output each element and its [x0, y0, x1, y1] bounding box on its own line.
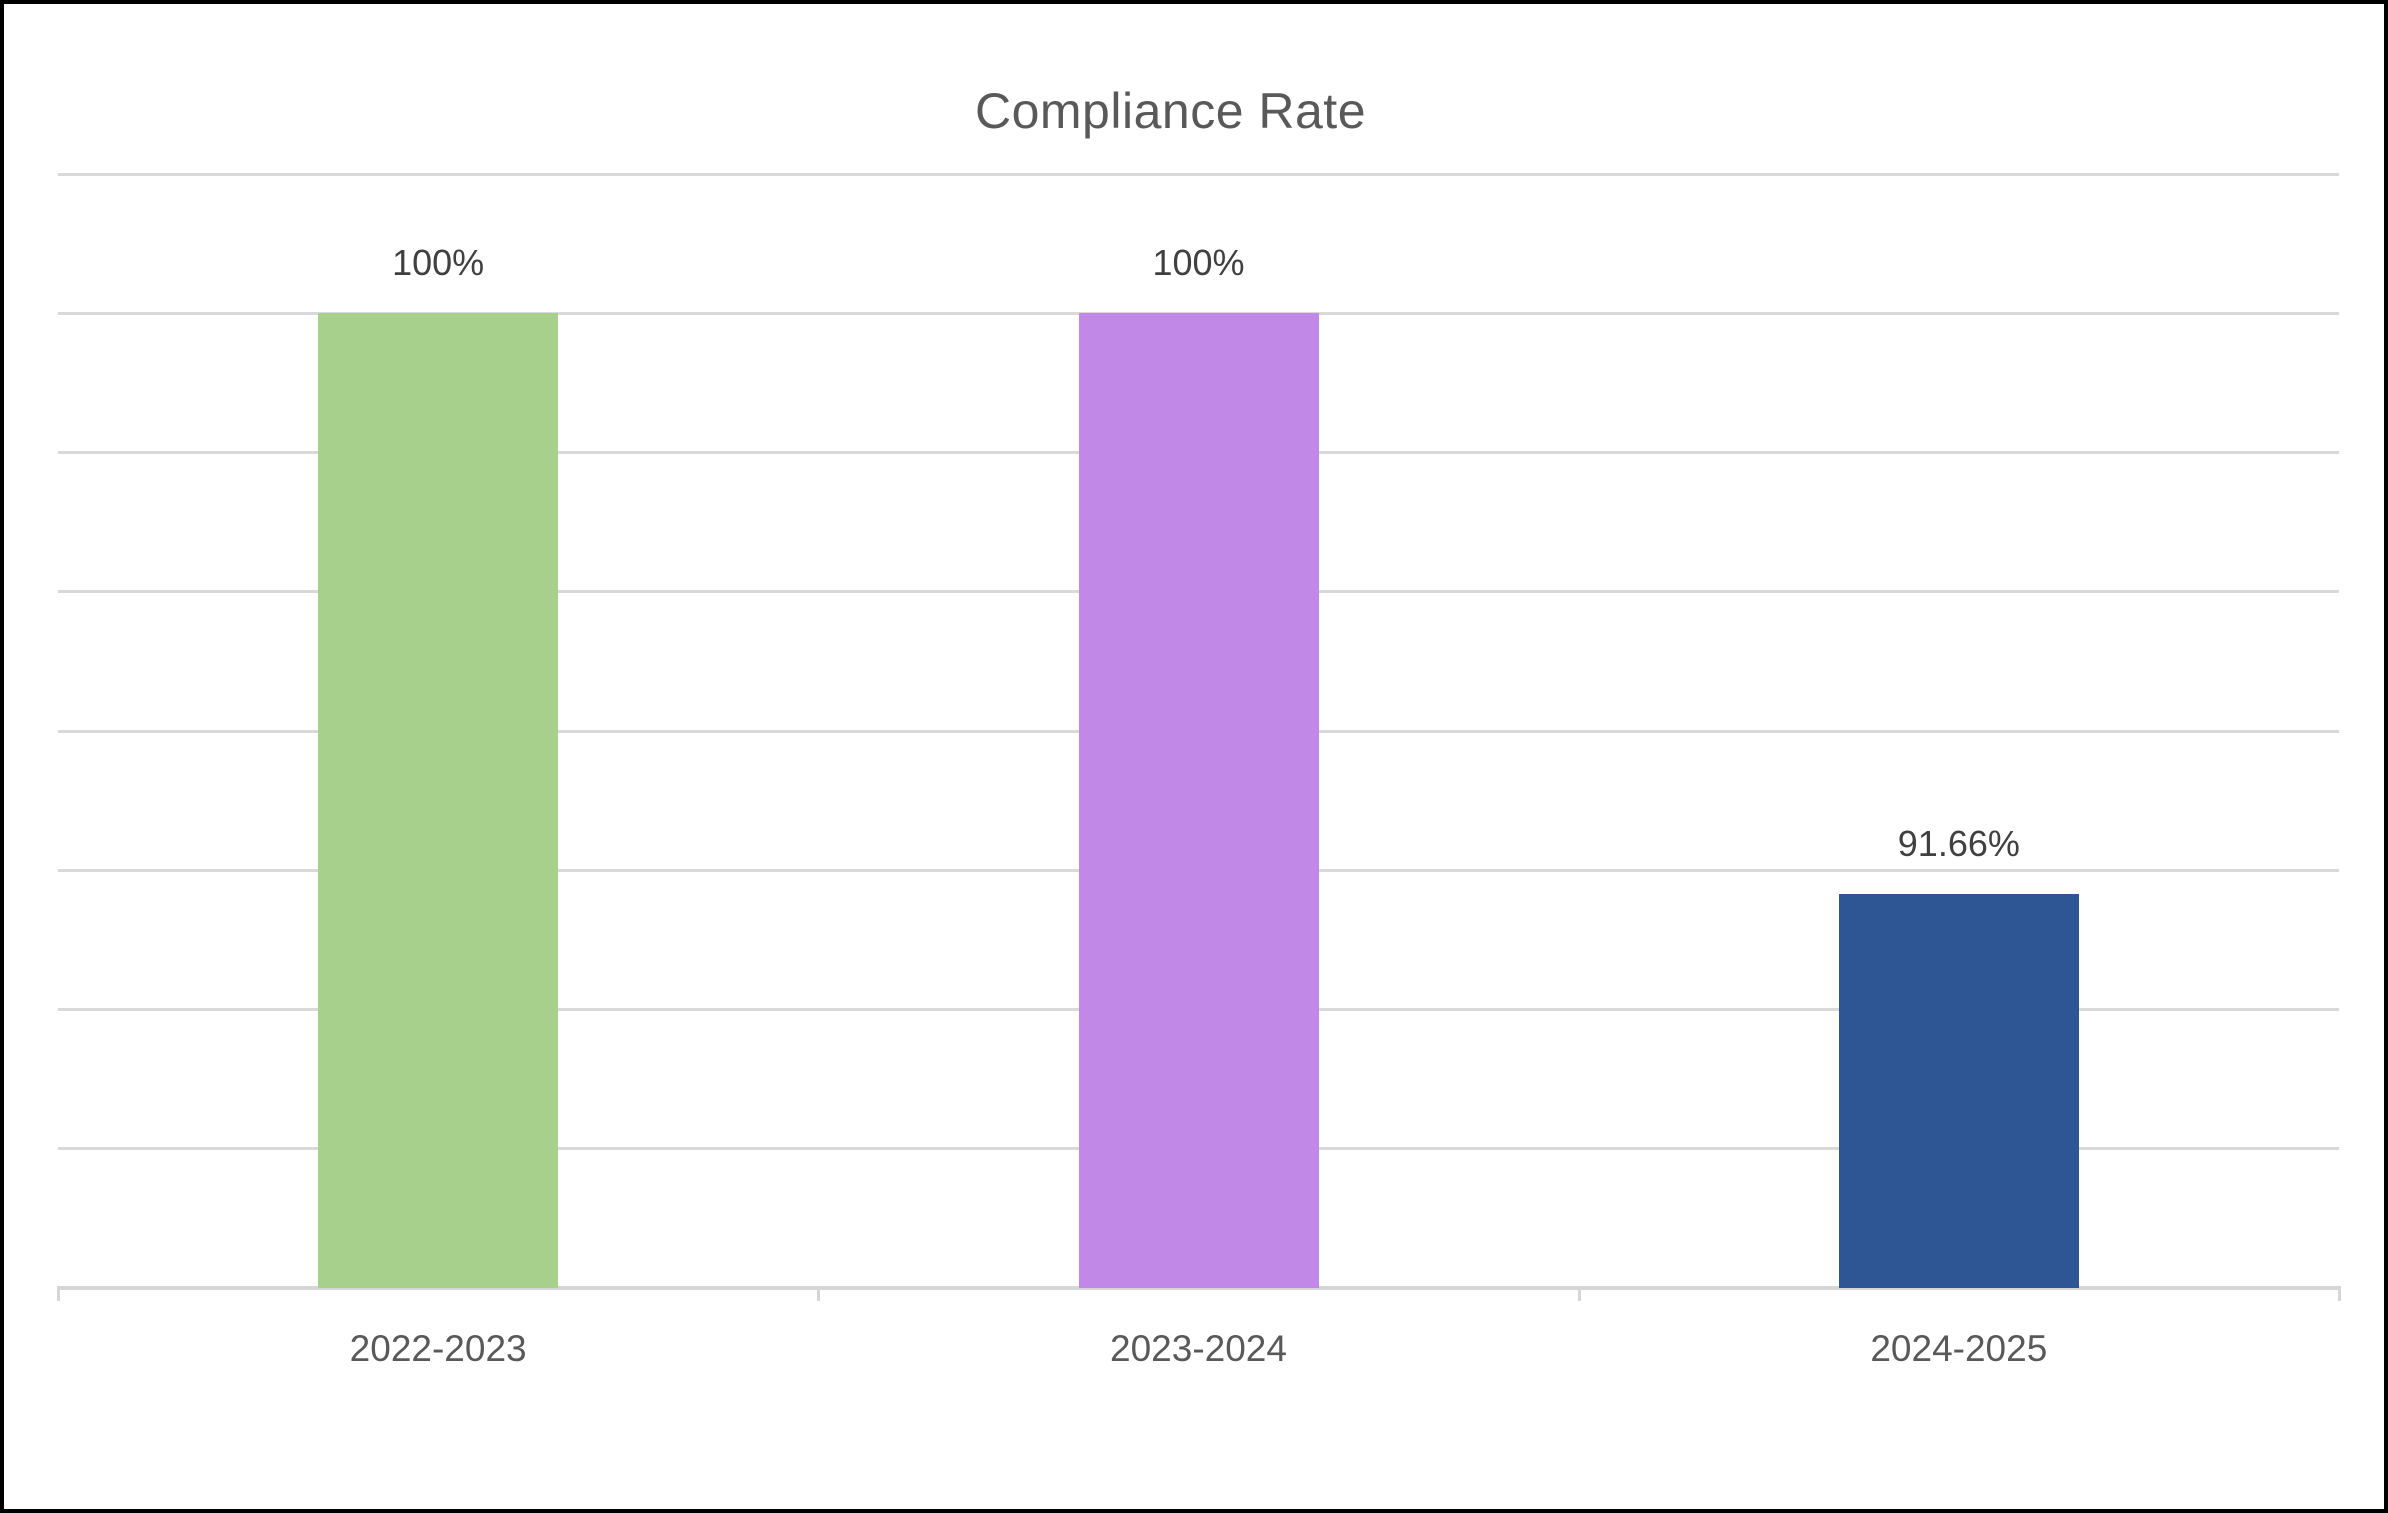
- bar-2024-2025: [1838, 893, 2079, 1288]
- x-axis-tick: [1577, 1286, 1581, 1301]
- gridline: [58, 172, 2339, 176]
- x-axis-label-2022-2023: 2022-2023: [349, 1328, 527, 1369]
- x-axis-tick: [2338, 1286, 2341, 1301]
- x-axis-label-2023-2024: 2023-2024: [1110, 1328, 1287, 1369]
- bar-2023-2024: [1078, 313, 1319, 1288]
- x-axis-tick: [57, 1286, 60, 1301]
- plot-area: 100% 2022-2023 100% 2023-2024 91.66% 2024-202…: [4, 4, 2384, 1509]
- data-label-2023-2024: 100%: [1152, 242, 1245, 284]
- chart-title: Compliance Rate: [974, 83, 1367, 139]
- x-axis-label-2024-2025: 2024-2025: [1870, 1328, 2048, 1369]
- x-axis-tick: [817, 1286, 821, 1301]
- data-label-2022-2023: 100%: [392, 242, 485, 284]
- bar-2022-2023: [318, 313, 559, 1288]
- data-label-2024-2025: 91.66%: [1897, 822, 2020, 864]
- x-axis-line: [58, 1286, 2339, 1290]
